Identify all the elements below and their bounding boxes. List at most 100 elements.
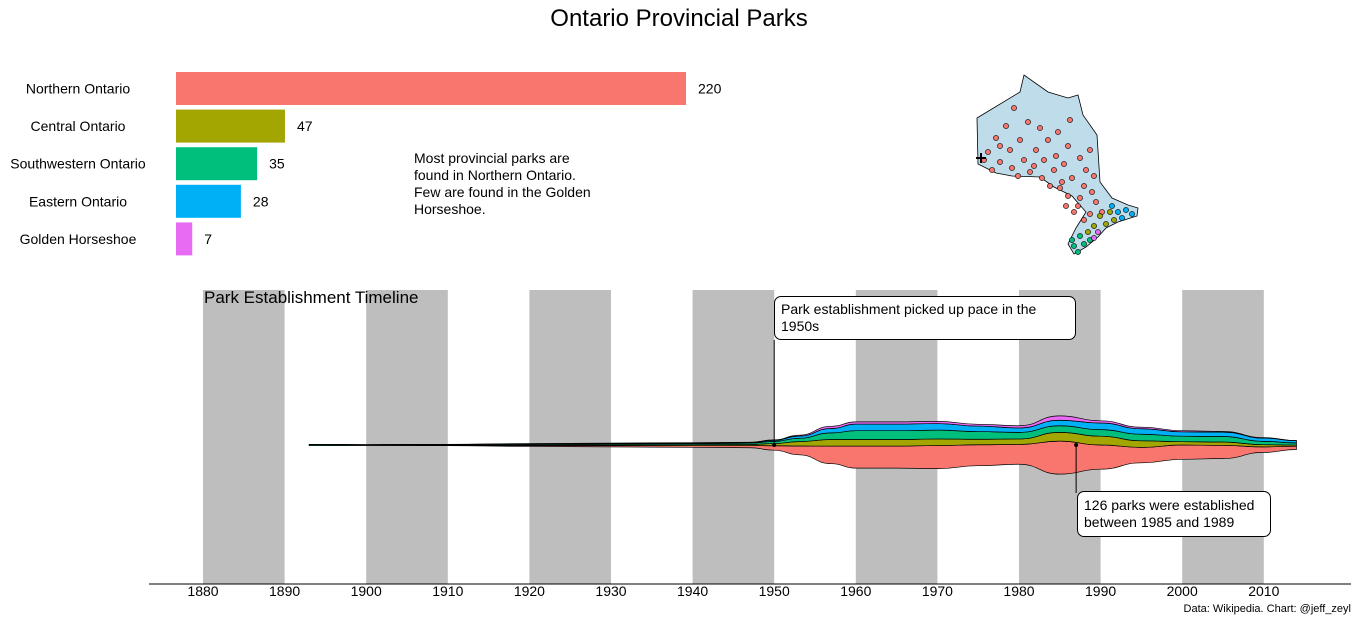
park-point — [1037, 125, 1043, 131]
park-point — [1067, 117, 1073, 123]
park-point — [1081, 217, 1087, 223]
bar — [176, 184, 241, 218]
park-point — [1041, 157, 1047, 163]
bar — [176, 109, 285, 143]
park-point — [993, 135, 999, 141]
park-point — [1063, 203, 1069, 209]
park-point — [1077, 195, 1083, 201]
ontario-map — [976, 74, 1139, 255]
region-bar-chart: Northern Ontario 220 Central Ontario 47 Sout… — [10, 72, 722, 256]
park-point — [1083, 167, 1089, 173]
x-tick-label: 1880 — [187, 583, 218, 599]
park-point — [1095, 229, 1101, 235]
park-point — [1053, 153, 1059, 159]
park-point — [1089, 189, 1095, 195]
park-point — [1081, 241, 1087, 247]
x-tick-label: 1900 — [351, 583, 382, 599]
park-point — [1011, 105, 1017, 111]
park-point — [1091, 235, 1097, 241]
bar-annotation: Most provincial parks are found in North… — [414, 150, 591, 217]
park-point — [1045, 137, 1051, 143]
park-point — [1015, 173, 1021, 179]
caption: Data: Wikipedia. Chart: @jeff_zeyl — [1184, 603, 1351, 615]
annotation-point — [1074, 443, 1079, 447]
park-point — [1033, 147, 1039, 153]
park-point — [997, 159, 1003, 165]
park-point — [1057, 185, 1063, 191]
annotation-box-1985: 126 parks were established between 1985 … — [1077, 491, 1271, 537]
park-point — [1077, 155, 1083, 161]
bar-category-label: Golden Horseshoe — [20, 231, 137, 247]
park-point — [1071, 243, 1077, 249]
x-tick-label: 1930 — [595, 583, 626, 599]
park-point — [1119, 215, 1125, 221]
park-point — [1093, 199, 1099, 205]
park-point — [1065, 193, 1071, 199]
park-point — [1039, 175, 1045, 181]
park-point — [1055, 129, 1061, 135]
x-tick-label: 1910 — [432, 583, 463, 599]
park-point — [1069, 237, 1075, 243]
park-point — [985, 149, 991, 155]
park-point — [1075, 203, 1081, 209]
park-point — [1027, 169, 1033, 175]
park-point — [1085, 229, 1091, 235]
decade-band — [203, 290, 285, 584]
bar-value-label: 35 — [269, 156, 285, 172]
x-tick-label: 1920 — [514, 583, 545, 599]
park-point — [1051, 167, 1057, 173]
bar — [176, 72, 686, 105]
bar-category-label: Central Ontario — [31, 118, 126, 134]
park-point — [1031, 163, 1037, 169]
park-point — [1087, 147, 1093, 153]
park-point — [1091, 173, 1097, 179]
park-point — [1003, 123, 1009, 129]
park-point — [1091, 223, 1097, 229]
park-point — [1107, 209, 1113, 215]
x-tick-label: 1970 — [922, 583, 953, 599]
timeline-title: Park Establishment Timeline — [204, 288, 418, 307]
decade-band — [366, 290, 448, 584]
park-point — [1025, 119, 1031, 125]
park-point — [1115, 209, 1121, 215]
park-point — [1007, 147, 1013, 153]
park-point — [1103, 221, 1109, 227]
bar-value-label: 7 — [204, 231, 212, 247]
park-point — [1087, 211, 1093, 217]
park-point — [1077, 233, 1083, 239]
x-tick-label: 1990 — [1085, 583, 1116, 599]
x-tick-label: 2010 — [1248, 583, 1279, 599]
x-tick-label: 1950 — [759, 583, 790, 599]
park-point — [1065, 143, 1071, 149]
park-point — [1123, 207, 1129, 213]
park-point — [1071, 209, 1077, 215]
park-point — [1009, 165, 1015, 171]
annotation-point — [772, 443, 777, 447]
bar — [176, 147, 258, 181]
timeline-chart: 1880 1890 1900 1910 1920 1930 1940 1950 1960 1970… — [149, 288, 1351, 599]
bar — [176, 222, 193, 256]
park-point — [1109, 203, 1115, 209]
bar-value-label: 47 — [297, 118, 313, 134]
park-point — [989, 167, 995, 173]
x-tick-label: 1940 — [677, 583, 708, 599]
park-point — [1061, 161, 1067, 167]
map-marker-icon — [976, 153, 986, 163]
decade-band — [529, 290, 611, 584]
park-point — [997, 143, 1003, 149]
chart-title: Ontario Provincial Parks — [550, 5, 807, 32]
park-point — [1069, 175, 1075, 181]
x-tick-label: 1890 — [269, 583, 300, 599]
park-point — [1047, 183, 1053, 189]
bar-category-label: Eastern Ontario — [29, 193, 127, 209]
annotation-box-1950s: Park establishment picked up pace in the… — [774, 296, 1076, 340]
decade-band — [692, 290, 775, 584]
bar-value-label: 28 — [253, 193, 269, 209]
park-point — [1081, 183, 1087, 189]
bar-category-label: Southwestern Ontario — [10, 156, 146, 172]
bar-value-label: 220 — [698, 81, 722, 97]
park-point — [1059, 179, 1065, 185]
bar-category-label: Northern Ontario — [26, 81, 130, 97]
stream-layer — [309, 415, 1297, 446]
